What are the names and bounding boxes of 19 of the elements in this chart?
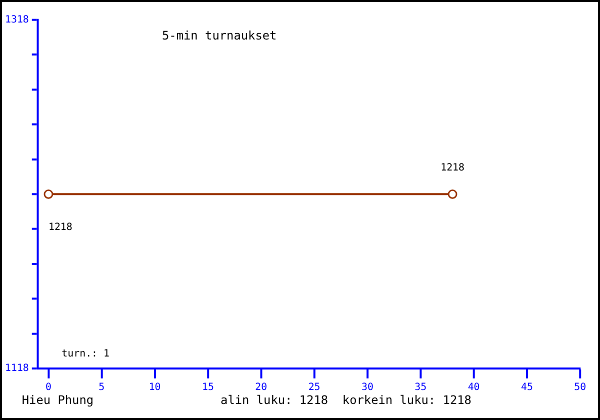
annotation: turn.: 1	[62, 348, 110, 360]
x-tick-label: 25	[308, 382, 320, 393]
x-tick-label: 10	[148, 382, 161, 393]
x-tick-label: 0	[45, 382, 52, 393]
x-tick-label: 30	[361, 382, 374, 393]
data-label: 1218	[440, 162, 465, 174]
text: 5-min turnaukset	[162, 28, 277, 43]
x-tick-label: 20	[255, 382, 268, 393]
y-tick-label: 1318	[5, 14, 29, 26]
x-tick-label: 35	[414, 382, 427, 393]
text: Hieu Phung	[22, 393, 94, 408]
x-tick-label: 40	[468, 382, 480, 393]
x-tick-label: 50	[574, 382, 586, 393]
x-tick-label: 45	[520, 382, 533, 393]
x-tick-label: 5	[98, 382, 105, 393]
y-tick-label: 1118	[5, 363, 29, 374]
x-tick-label: 15	[202, 382, 214, 393]
data-label: 1218	[48, 222, 72, 233]
text: alin luku: 1218 korkein luku: 1218	[220, 393, 472, 408]
